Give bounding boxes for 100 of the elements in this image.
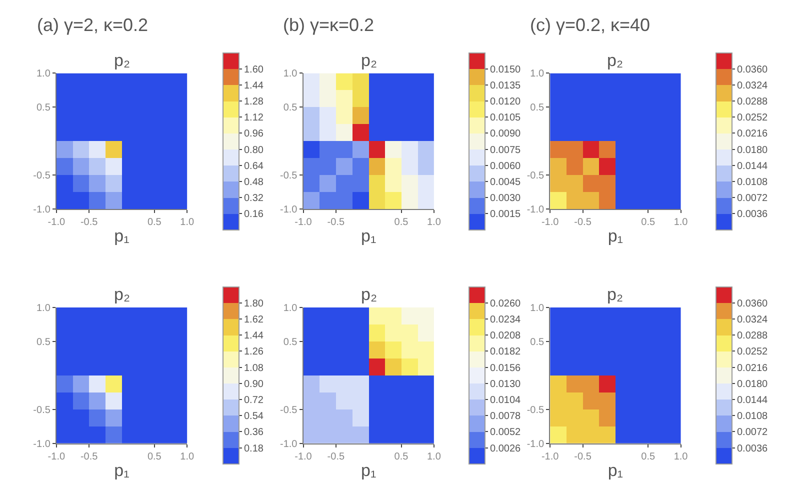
color-bar-label: 0.36	[244, 427, 264, 438]
color-bar-label: 0.0108	[737, 176, 768, 188]
x-tick-label: 1.0	[674, 217, 688, 228]
color-bar-label: 0.0180	[737, 378, 768, 390]
y-tick-label: -0.5	[280, 170, 298, 182]
x-tick-label: -0.5	[80, 451, 98, 462]
y-axis-title: p₂	[361, 51, 378, 70]
y-tick-label: -1.0	[526, 204, 545, 216]
x-tick-label: 0.5	[641, 217, 656, 228]
color-bar-label: 0.0208	[490, 330, 522, 342]
color-bar-label: 0.0036	[737, 209, 768, 220]
y-tick-label: 0.5	[283, 336, 298, 348]
color-bar-label: 0.18	[244, 443, 264, 454]
y-tick-label: -1.0	[280, 438, 298, 450]
color-bar-label: 0.0130	[490, 378, 522, 390]
y-tick-label: 0.5	[530, 102, 545, 114]
color-bar-label: 0.0036	[737, 443, 768, 454]
color-bar-label: 0.72	[244, 395, 264, 406]
x-tick-label: 0.5	[147, 451, 162, 462]
color-bar-label: 0.0015	[490, 209, 522, 220]
color-bar-label: 0.0156	[490, 362, 522, 374]
color-bar-label: 0.90	[244, 378, 264, 390]
x-tick-label: -1.0	[48, 451, 66, 462]
y-tick-label: 0.5	[530, 336, 545, 348]
color-bar-label: 0.0135	[490, 80, 522, 92]
color-bar-label: 0.0180	[737, 144, 768, 156]
y-tick-label: -0.5	[33, 170, 51, 182]
color-bar-label: 0.0182	[490, 346, 522, 358]
y-tick-label: -1.0	[33, 204, 51, 216]
chart-title: (c) γ=0.2, κ=40	[530, 15, 650, 35]
color-bar-label: 0.0252	[737, 346, 768, 358]
color-bar-label: 0.0324	[737, 314, 768, 326]
color-bar-label: 0.0216	[737, 128, 768, 140]
y-axis-title: p₂	[607, 51, 624, 70]
color-bar-label: 1.60	[244, 64, 264, 76]
color-bar-label: 0.0288	[737, 330, 768, 342]
y-axis-title: p₂	[114, 51, 130, 70]
color-bar-label: 0.64	[244, 160, 264, 172]
x-axis-title: p₁	[608, 226, 624, 246]
color-bar-label: 0.0072	[737, 427, 768, 438]
y-tick-label: -0.5	[280, 404, 298, 416]
color-bar-label: 0.48	[244, 176, 264, 188]
y-tick-label: 0.5	[283, 102, 298, 114]
x-tick-label: -0.5	[327, 217, 345, 228]
x-tick-label: -0.5	[327, 451, 345, 462]
y-tick-label: -1.0	[280, 204, 298, 216]
color-bar-label: 0.0360	[737, 64, 768, 76]
color-bar-label: 0.32	[244, 193, 264, 204]
x-tick-label: 1.0	[426, 451, 442, 462]
y-tick-label: -1.0	[526, 438, 545, 450]
color-bar-label: 1.26	[244, 346, 264, 358]
color-bar-label: 0.0324	[737, 80, 768, 92]
color-bar-label: 0.0104	[490, 395, 522, 406]
y-tick-label: 0.5	[36, 102, 51, 114]
x-axis-title: p₁	[608, 460, 624, 480]
color-bar-label: 0.0090	[490, 128, 522, 140]
x-tick-label: -0.5	[574, 451, 592, 462]
y-tick-label: -1.0	[33, 438, 51, 450]
color-bar-label: 1.62	[244, 314, 264, 326]
y-axis-title: p₂	[114, 285, 130, 304]
y-tick-label: 1.0	[530, 302, 545, 314]
color-bar-label: 0.0150	[490, 64, 522, 76]
x-tick-label: -1.0	[541, 217, 560, 228]
x-axis-title: p₁	[360, 226, 376, 246]
color-bar-label: 0.0288	[737, 96, 768, 108]
x-tick-label: 0.5	[394, 451, 409, 462]
x-tick-label: -0.5	[80, 217, 98, 228]
y-axis-title: p₂	[607, 285, 624, 304]
color-bar-label: 1.44	[244, 80, 264, 92]
y-tick-label: -0.5	[526, 170, 545, 182]
x-axis-title: p₁	[114, 226, 130, 246]
color-bar-label: 0.0075	[490, 144, 522, 156]
color-bar-label: 0.0360	[737, 298, 768, 310]
color-bar-label: 0.0060	[490, 160, 522, 172]
color-bar-label: 0.0105	[490, 112, 522, 124]
y-axis-title: p₂	[361, 285, 378, 304]
color-bar-label: 1.12	[244, 112, 264, 124]
color-bar-label: 0.0072	[737, 193, 768, 204]
color-bar-label: 0.0252	[737, 112, 768, 124]
x-tick-label: -1.0	[294, 451, 312, 462]
color-bar-label: 0.0234	[490, 314, 522, 326]
color-bar-label: 0.0216	[737, 362, 768, 374]
color-bar-label: 1.44	[244, 330, 264, 342]
color-bar-label: 0.0078	[490, 411, 522, 422]
y-tick-label: 1.0	[283, 68, 298, 80]
x-tick-label: 0.5	[394, 217, 409, 228]
x-tick-label: -0.5	[574, 217, 592, 228]
color-bar-label: 0.54	[244, 411, 264, 422]
color-bar-label: 0.0052	[490, 427, 522, 438]
y-tick-label: 1.0	[530, 68, 545, 80]
color-bar-label: 0.80	[244, 144, 264, 156]
color-bar-label: 0.0108	[737, 411, 768, 422]
y-tick-label: -0.5	[526, 404, 545, 416]
x-tick-label: 0.5	[147, 217, 162, 228]
x-axis-title: p₁	[360, 460, 376, 480]
x-tick-label: -1.0	[541, 451, 560, 462]
color-bar-label: 1.08	[244, 362, 264, 374]
y-tick-label: 1.0	[36, 302, 51, 314]
y-tick-label: -0.5	[33, 404, 51, 416]
y-tick-label: 0.5	[36, 336, 51, 348]
